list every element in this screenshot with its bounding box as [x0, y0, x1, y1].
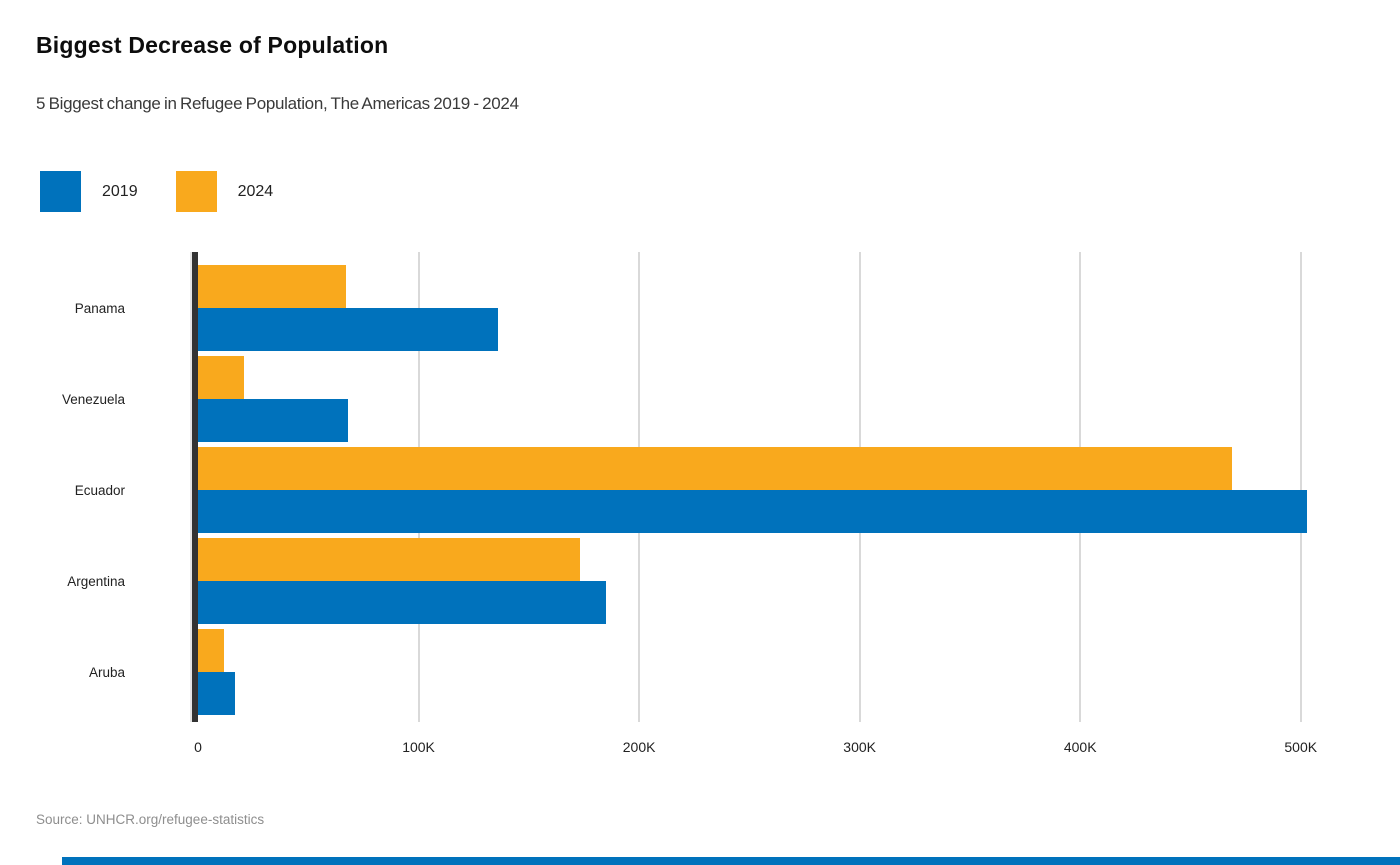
bar-argentina-2024[interactable]: [198, 538, 580, 581]
bar-venezuela-2019[interactable]: [198, 399, 348, 442]
legend-item-2019[interactable]: 2019: [40, 171, 138, 212]
bar-group-argentina: [198, 538, 1400, 624]
bar-groups: [198, 252, 1400, 722]
legend-swatch-2024: [175, 171, 217, 212]
y-axis-spine: [192, 252, 198, 722]
gridline-500K: [1299, 252, 1302, 722]
x-tick-100K: 100K: [402, 739, 435, 755]
bar-aruba-2024[interactable]: [198, 629, 225, 672]
category-label-panama: Panama: [74, 300, 125, 316]
x-tick-500K: 500K: [1284, 739, 1318, 755]
category-label-argentina: Argentina: [67, 573, 125, 589]
bar-group-venezuela: [198, 356, 1400, 442]
legend-item-2024[interactable]: 2024: [175, 171, 274, 212]
category-axis-labels: Panama Venezuela Ecuador Argentina Aruba: [0, 252, 125, 735]
plot-area: [198, 252, 1400, 722]
bar-argentina-2019[interactable]: [198, 581, 607, 624]
legend-swatch-2019: [40, 171, 81, 212]
bar-aruba-2019[interactable]: [198, 672, 236, 715]
category-label-aruba: Aruba: [88, 664, 125, 680]
category-label-ecuador: Ecuador: [74, 482, 125, 498]
chart-subtitle: 5 Biggest change in Refugee Population, …: [36, 94, 519, 113]
bar-ecuador-2024[interactable]: [198, 447, 1233, 490]
x-tick-200K: 200K: [622, 739, 656, 755]
legend-label: 2024: [237, 182, 274, 200]
footer-accent-bar: [62, 857, 1400, 865]
page-title: Biggest Decrease of Population: [36, 32, 389, 58]
bar-group-panama: [198, 265, 1400, 351]
bar-group-ecuador: [198, 447, 1400, 533]
legend: 2019 2024: [40, 171, 311, 212]
bar-ecuador-2019[interactable]: [198, 490, 1308, 533]
source-credit: Source: UNHCR.org/refugee-statistics: [36, 812, 265, 827]
bar-panama-2024[interactable]: [198, 265, 346, 308]
x-tick-300K: 300K: [843, 739, 876, 755]
bar-panama-2019[interactable]: [198, 308, 498, 351]
bar-group-aruba: [198, 629, 1400, 715]
category-label-venezuela: Venezuela: [61, 391, 125, 407]
legend-label: 2019: [102, 182, 138, 200]
x-tick-400K: 400K: [1063, 739, 1097, 755]
bar-venezuela-2024[interactable]: [198, 356, 245, 399]
x-tick-0: 0: [194, 739, 202, 755]
x-axis-tick-labels: 0 100K 200K 300K 400K 500K: [194, 739, 1400, 759]
